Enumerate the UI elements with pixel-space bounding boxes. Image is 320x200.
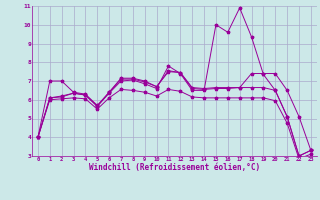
X-axis label: Windchill (Refroidissement éolien,°C): Windchill (Refroidissement éolien,°C) (89, 163, 260, 172)
